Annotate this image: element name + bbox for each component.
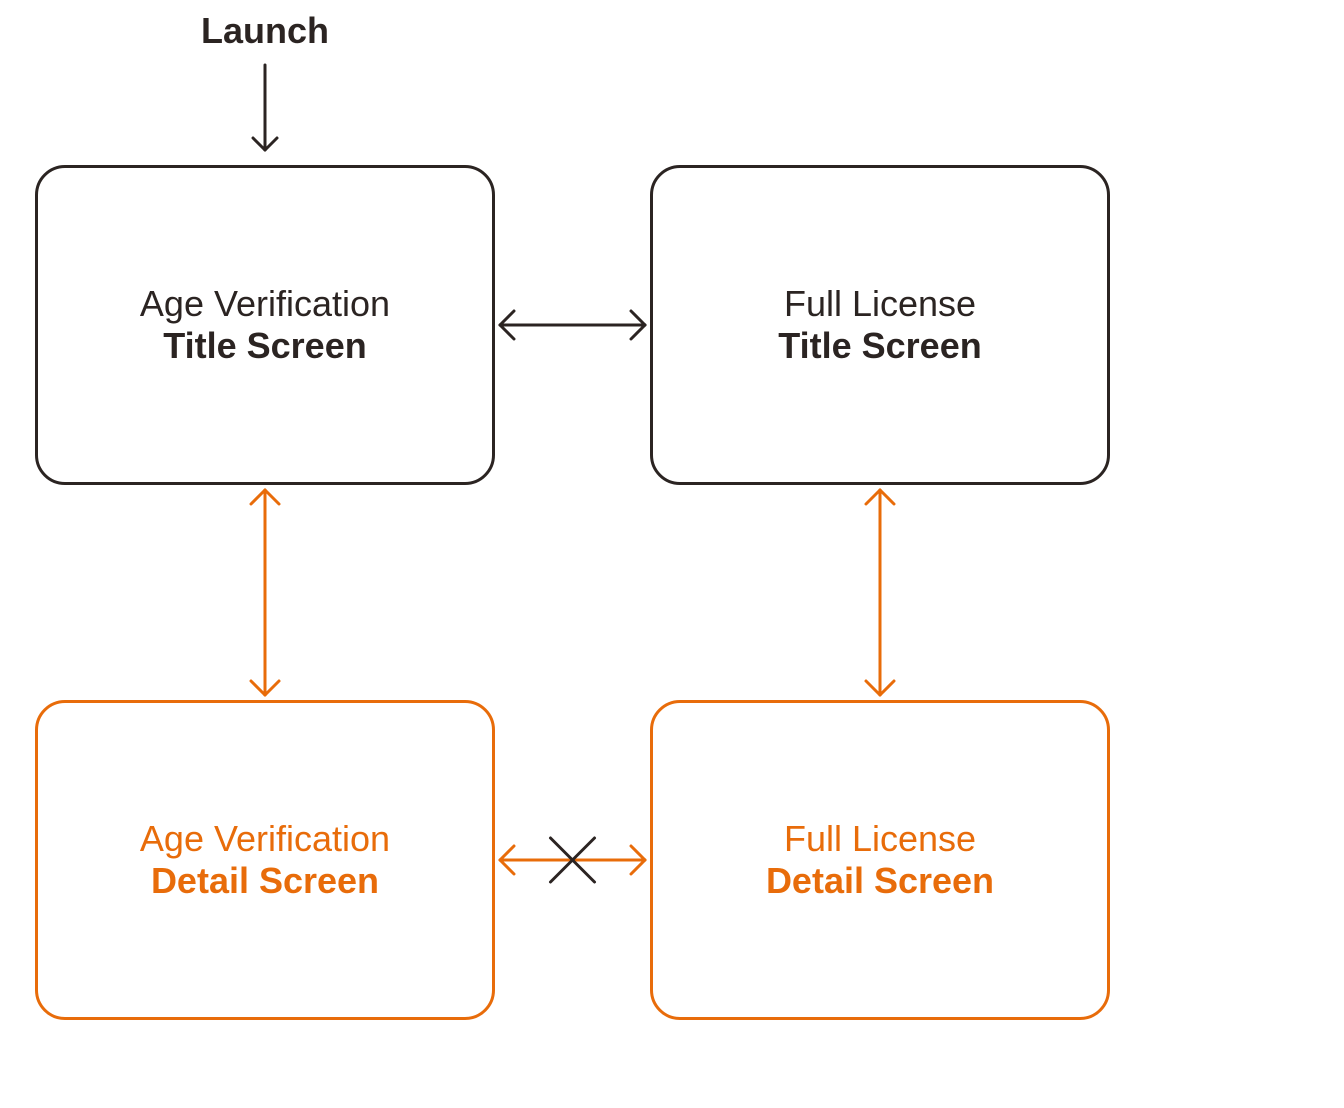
node-label-line2: Title Screen — [778, 325, 981, 367]
flowchart-canvas: LaunchAge VerificationTitle ScreenFull L… — [0, 0, 1344, 1108]
node-av-title: Age VerificationTitle Screen — [35, 165, 495, 485]
node-label-line2: Title Screen — [163, 325, 366, 367]
node-label-line1: Age Verification — [140, 818, 390, 860]
node-label-line2: Detail Screen — [766, 860, 994, 902]
node-label-line1: Age Verification — [140, 283, 390, 325]
node-fl-title: Full LicenseTitle Screen — [650, 165, 1110, 485]
node-fl-detail: Full LicenseDetail Screen — [650, 700, 1110, 1020]
node-av-detail: Age VerificationDetail Screen — [35, 700, 495, 1020]
launch-label: Launch — [175, 10, 355, 52]
node-label-line2: Detail Screen — [151, 860, 379, 902]
node-label-line1: Full License — [784, 283, 976, 325]
node-label-line1: Full License — [784, 818, 976, 860]
